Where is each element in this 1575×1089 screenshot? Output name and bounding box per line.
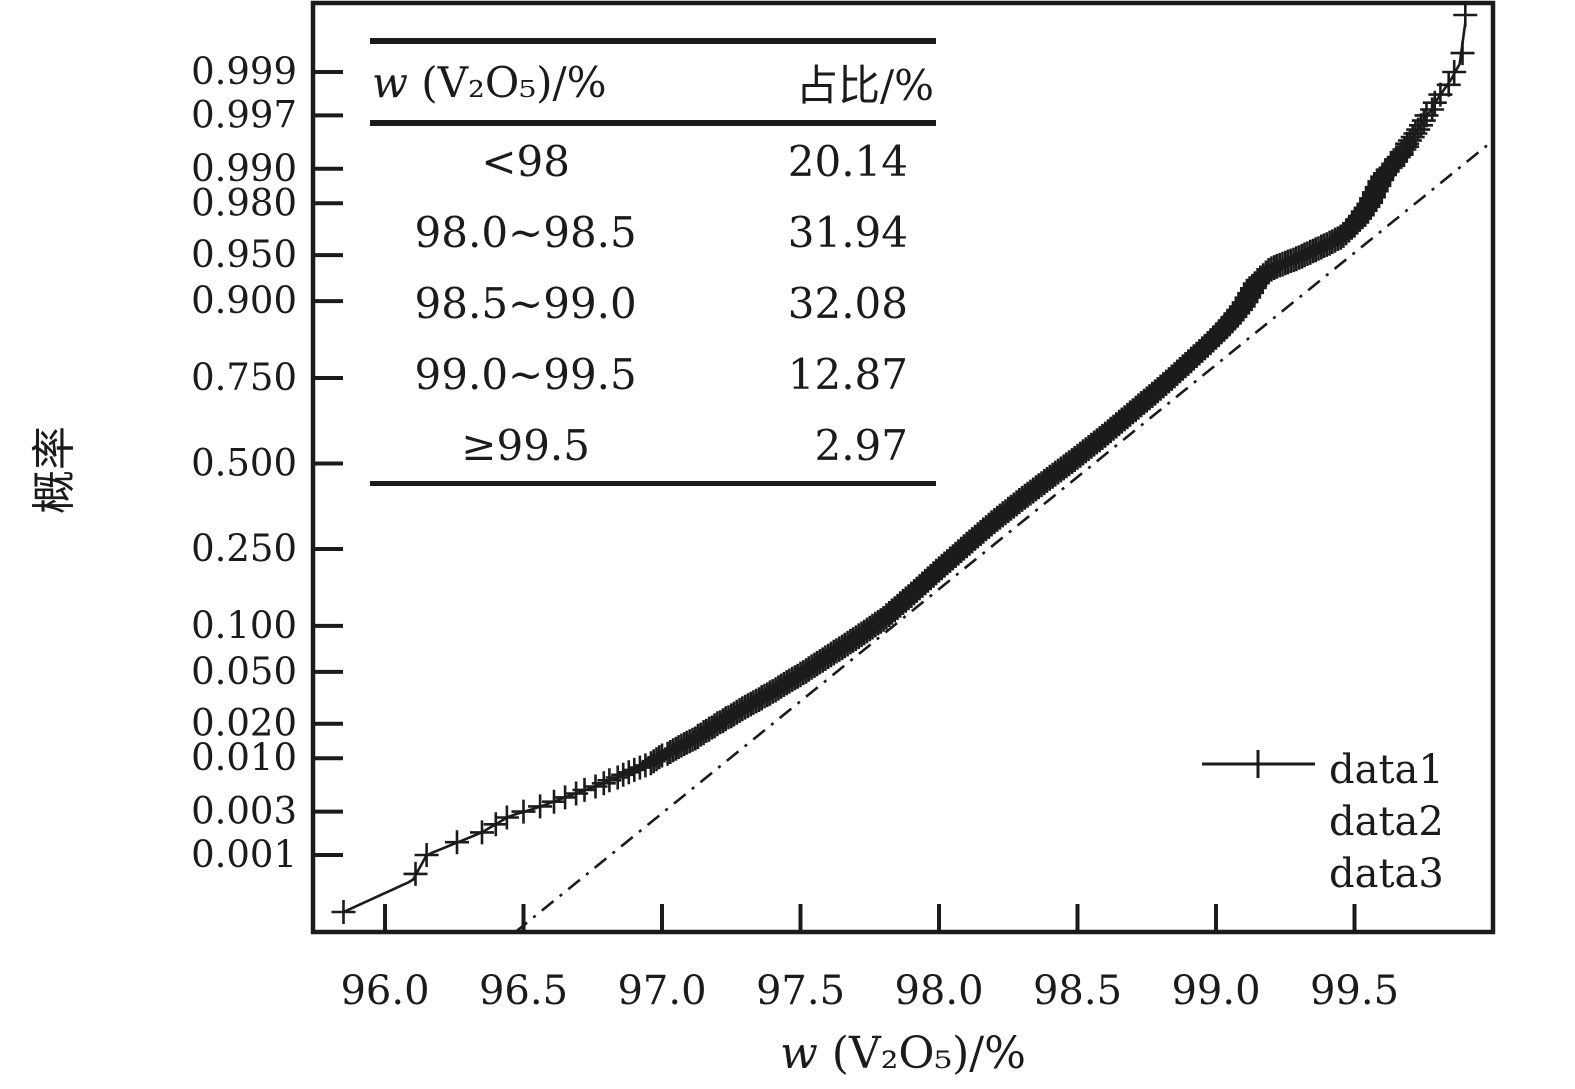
- table-header-share: 占比/%: [795, 60, 934, 110]
- y-tick-label: 0.980: [191, 181, 297, 224]
- y-tick-label: 0.950: [191, 233, 297, 276]
- legend-label: data1: [1329, 747, 1444, 793]
- table-row: 99.0~99.5 12.87: [370, 339, 936, 410]
- table-header-row: w (V₂O₅)/% 占比/%: [370, 44, 936, 126]
- y-tick-label: 0.010: [191, 736, 297, 779]
- series-data1-plus-markers: [331, 3, 1478, 924]
- y-tick-label: 0.001: [191, 833, 297, 876]
- y-tick-label: 0.500: [191, 442, 297, 485]
- table-cell-share: 12.87: [787, 350, 908, 399]
- x-tick-label: 99.5: [1310, 968, 1399, 1014]
- y-tick-label: 0.100: [191, 604, 297, 647]
- table-cell-share: 20.14: [787, 137, 908, 186]
- table-cell-share: 32.08: [787, 279, 908, 328]
- table-cell-range: 98.5~99.0: [414, 279, 637, 328]
- series-data3-dashdot-line: [514, 139, 1494, 934]
- x-tick-label: 98.5: [1033, 968, 1122, 1014]
- x-tick-label: 98.0: [894, 968, 983, 1014]
- legend-item-data2: data2: [1196, 762, 1444, 848]
- y-tick-label: 0.900: [191, 279, 297, 322]
- plot-frame: [310, 0, 1496, 935]
- table-cell-share: 2.97: [814, 421, 908, 470]
- y-tick-label: 0.997: [191, 93, 297, 136]
- table-cell-range: 98.0~98.5: [414, 208, 637, 257]
- y-tick-label: 0.020: [191, 702, 297, 745]
- legend-item-data3: data3: [1196, 762, 1444, 900]
- y-tick-label: 0.990: [191, 147, 297, 190]
- y-tick-label: 0.750: [191, 356, 297, 399]
- table-cell-range: 99.0~99.5: [414, 350, 637, 399]
- x-tick-label: 96.0: [340, 968, 429, 1014]
- y-tick-label: 0.050: [191, 650, 297, 693]
- legend-label: data3: [1329, 851, 1444, 897]
- legend: data1 data2 data3: [1196, 744, 1444, 900]
- table-row: 98.0~98.5 31.94: [370, 197, 936, 268]
- table-cell-share: 31.94: [787, 208, 908, 257]
- y-tick-label: 0.999: [191, 50, 297, 93]
- x-axis-ticks: 96.0 96.5 97.0 97.5 98.0 98.5 99.0 99.5: [340, 904, 1399, 1014]
- x-tick-label: 97.0: [617, 968, 706, 1014]
- table-cell-range: ≥99.5: [461, 421, 590, 470]
- y-tick-label: 0.250: [191, 527, 297, 570]
- table-row: <98 20.14: [370, 126, 936, 197]
- y-axis-title: 概率: [29, 426, 80, 514]
- x-axis-title: w (V₂O₅)/%: [780, 1028, 1026, 1079]
- x-tick-label: 97.5: [756, 968, 845, 1014]
- y-tick-label: 0.003: [191, 790, 297, 833]
- x-tick-label: 99.0: [1171, 968, 1260, 1014]
- table-cell-range: <98: [481, 137, 570, 186]
- x-tick-label: 96.5: [479, 968, 568, 1014]
- inset-table: w (V₂O₅)/% 占比/% <98 20.14 98.0~98.5 31.9…: [370, 38, 936, 486]
- legend-label: data2: [1329, 799, 1444, 845]
- table-row: ≥99.5 2.97: [370, 410, 936, 481]
- table-row: 98.5~99.0 32.08: [370, 268, 936, 339]
- table-header-range: w (V₂O₅)/%: [372, 57, 607, 107]
